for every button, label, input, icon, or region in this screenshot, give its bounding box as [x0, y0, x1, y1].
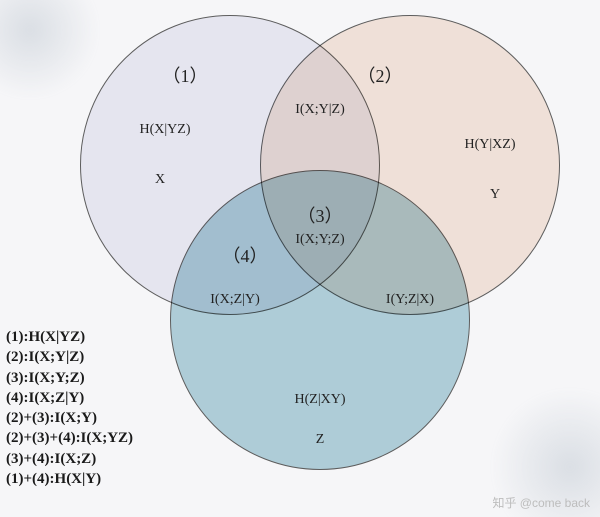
legend-line: (1):H(X|YZ) — [6, 327, 133, 347]
region-4: （4） — [223, 242, 268, 268]
label-hx: H(X|YZ) — [139, 122, 190, 138]
legend: (1):H(X|YZ) (2):I(X;Y|Z) (3):I(X;Y;Z) (4… — [6, 327, 133, 489]
legend-line: (2):I(X;Y|Z) — [6, 347, 133, 367]
legend-line: (1)+(4):H(X|Y) — [6, 469, 133, 489]
legend-line: (4):I(X;Z|Y) — [6, 388, 133, 408]
region-1: （1） — [163, 62, 208, 88]
label-iyz: I(Y;Z|X) — [386, 292, 434, 308]
corner-decoration-tl — [0, 0, 100, 100]
label-y: Y — [490, 187, 500, 203]
diagram-stage: （1） （2） （3） （4） H(X|YZ) H(Y|XZ) H(Z|XY) … — [0, 0, 600, 517]
label-x: X — [155, 172, 165, 188]
label-z: Z — [316, 432, 325, 448]
region-3: （3） — [298, 202, 343, 228]
legend-line: (2)+(3)+(4):I(X;YZ) — [6, 428, 133, 448]
legend-line: (2)+(3):I(X;Y) — [6, 408, 133, 428]
label-ixz: I(X;Z|Y) — [210, 292, 259, 308]
region-2: （2） — [358, 62, 403, 88]
label-hz: H(Z|XY) — [294, 392, 345, 408]
label-ixyz: I(X;Y;Z) — [295, 232, 344, 248]
watermark: 知乎 @come back — [492, 494, 590, 511]
label-ixy: I(X;Y|Z) — [295, 102, 344, 118]
label-hy: H(Y|XZ) — [464, 137, 515, 153]
legend-line: (3)+(4):I(X;Z) — [6, 449, 133, 469]
legend-line: (3):I(X;Y;Z) — [6, 368, 133, 388]
